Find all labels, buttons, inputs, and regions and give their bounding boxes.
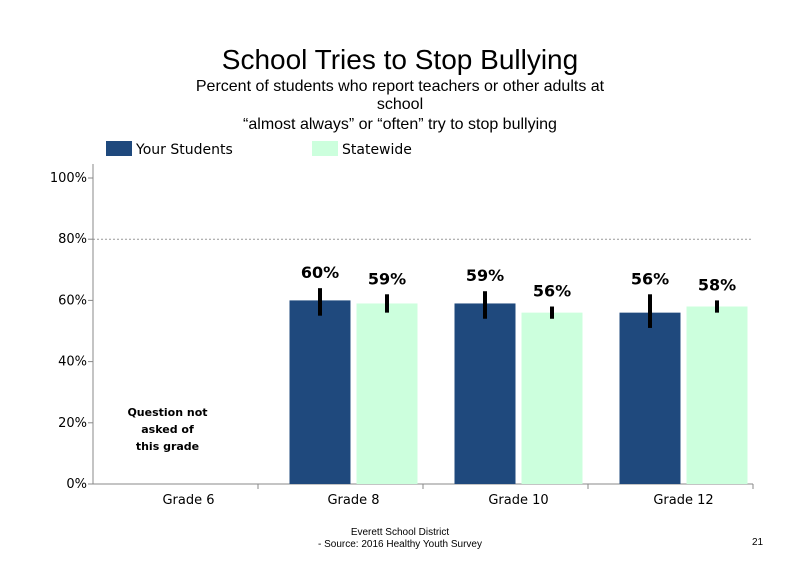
data-label: 59% <box>466 266 504 285</box>
bar <box>686 306 748 484</box>
y-tick-label: 100% <box>50 171 87 186</box>
legend-swatch <box>106 141 132 156</box>
y-tick-label: 0% <box>66 477 87 492</box>
data-label: 56% <box>533 282 571 301</box>
bar <box>454 303 516 484</box>
bar <box>619 312 681 484</box>
data-label: 59% <box>368 269 406 288</box>
y-tick-label: 80% <box>58 232 87 247</box>
annotation-text: this grade <box>136 440 199 453</box>
data-label: 56% <box>631 269 669 288</box>
data-label: 60% <box>301 263 339 282</box>
page-number: 21 <box>752 537 764 548</box>
bar <box>356 303 418 484</box>
chart-subtitle-line-2: school <box>376 96 424 113</box>
legend-label: Statewide <box>342 142 412 158</box>
chart-title: School Tries to Stop Bullying <box>221 44 579 75</box>
annotation-text: asked of <box>141 423 194 436</box>
x-tick-label: Grade 12 <box>653 493 713 508</box>
chart-subtitle-line-3: “almost always” or “often” try to stop b… <box>243 116 557 133</box>
data-label: 58% <box>698 275 736 294</box>
x-tick-label: Grade 10 <box>488 493 548 508</box>
y-tick-label: 20% <box>58 416 87 431</box>
bar <box>289 300 351 484</box>
y-tick-label: 40% <box>58 355 87 370</box>
legend-swatch <box>312 141 338 156</box>
annotation-text: Question not <box>127 406 207 419</box>
x-tick-label: Grade 6 <box>162 493 214 508</box>
chart-subtitle-line-1: Percent of students who report teachers … <box>195 78 605 95</box>
footer-district: Everett School District <box>350 527 450 538</box>
footer-source: - Source: 2016 Healthy Youth Survey <box>318 539 482 550</box>
bar <box>521 312 583 484</box>
legend-label: Your Students <box>135 142 233 158</box>
y-tick-label: 60% <box>58 293 87 308</box>
x-tick-label: Grade 8 <box>327 493 379 508</box>
